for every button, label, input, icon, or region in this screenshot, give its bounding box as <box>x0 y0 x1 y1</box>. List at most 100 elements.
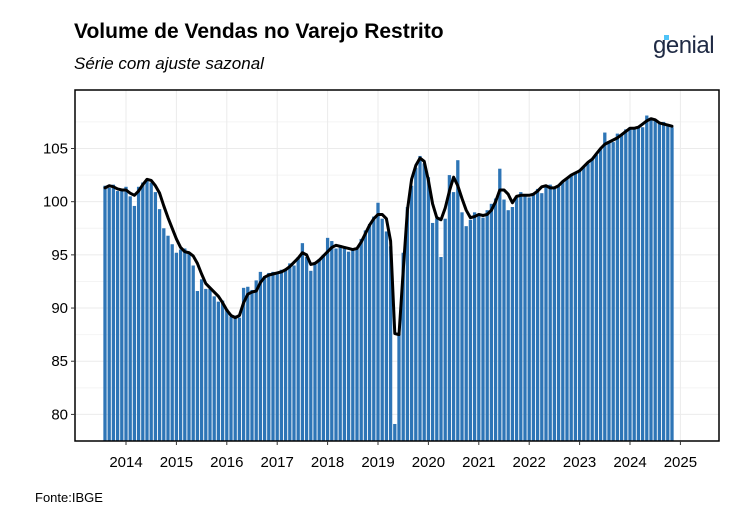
bar <box>267 272 271 441</box>
y-tick-label: 95 <box>51 247 68 264</box>
plot-border <box>74 89 720 442</box>
bar <box>178 249 183 441</box>
x-tick-label: 2017 <box>261 454 294 471</box>
bar <box>204 288 208 441</box>
bar <box>384 231 389 441</box>
bar <box>527 197 531 441</box>
bar <box>111 184 116 441</box>
bar <box>573 172 578 441</box>
bar <box>590 159 594 441</box>
bar <box>359 238 363 441</box>
bar <box>489 203 494 441</box>
bar <box>435 218 439 441</box>
bar <box>187 253 191 441</box>
bar <box>615 133 620 442</box>
bar <box>279 269 284 441</box>
bar <box>632 129 636 441</box>
x-tick-label: 2015 <box>160 454 193 471</box>
bar <box>544 185 548 441</box>
bar <box>313 264 317 441</box>
bar <box>405 207 410 441</box>
bar <box>666 125 670 441</box>
bar <box>468 219 473 441</box>
bar <box>506 210 510 441</box>
bar <box>107 187 111 441</box>
chart-subtitle: Série com ajuste sazonal <box>74 54 264 73</box>
bar <box>128 196 132 441</box>
bar <box>565 178 569 441</box>
bar <box>250 289 254 441</box>
bar <box>472 212 477 441</box>
bar <box>283 268 288 441</box>
bar <box>439 256 443 441</box>
bar <box>174 252 179 441</box>
bar <box>216 301 221 441</box>
bar <box>519 192 523 441</box>
bar <box>288 263 292 441</box>
logo-accent-icon <box>664 35 669 40</box>
bar <box>367 224 372 441</box>
bar <box>619 134 624 442</box>
bar <box>220 300 225 441</box>
bar <box>540 193 544 441</box>
bar <box>132 205 137 441</box>
bar <box>582 166 586 441</box>
bar <box>460 212 464 441</box>
bar <box>657 124 662 441</box>
bar <box>212 296 216 441</box>
axis-layer: 80 85 90 95 100 105 2014 2015 2016 2017 2018 2019 20… <box>43 141 697 472</box>
bar <box>199 279 204 441</box>
bar <box>115 191 120 441</box>
bar <box>556 186 561 441</box>
bar <box>481 217 485 441</box>
bar <box>271 271 275 441</box>
chart-title: Volume de Vendas no Varejo Restrito <box>74 20 444 43</box>
x-tick-label: 2018 <box>311 454 344 471</box>
bar <box>514 196 519 441</box>
bar <box>225 309 229 441</box>
bar <box>380 218 384 441</box>
bar <box>183 248 187 441</box>
bar <box>149 182 153 442</box>
bar <box>317 259 321 441</box>
bar <box>502 199 506 441</box>
bar <box>191 265 195 441</box>
bar <box>624 129 628 441</box>
x-tick-label: 2019 <box>361 454 394 471</box>
bar <box>338 245 342 441</box>
bar <box>451 192 456 441</box>
bar <box>498 168 502 441</box>
bar <box>447 175 452 441</box>
bar <box>325 237 330 441</box>
bar <box>430 222 435 441</box>
bar <box>464 226 468 441</box>
genial-logo: genial <box>653 30 725 64</box>
y-tick-label: 105 <box>43 141 68 158</box>
bar <box>477 214 481 441</box>
source-note: Fonte:IBGE <box>35 490 103 505</box>
bar <box>586 163 590 441</box>
bar <box>124 186 128 441</box>
bar <box>552 188 557 441</box>
bar <box>561 181 565 441</box>
bar <box>670 127 674 441</box>
bar <box>456 160 460 441</box>
x-tick-label: 2024 <box>613 454 646 471</box>
bar <box>166 235 170 441</box>
bar <box>548 184 552 441</box>
bar <box>141 182 145 442</box>
bar <box>409 185 414 441</box>
bar <box>393 423 397 441</box>
bar <box>351 249 355 441</box>
bar <box>493 198 498 441</box>
bar <box>569 175 573 441</box>
x-tick-label: 2025 <box>664 454 697 471</box>
x-tick-label: 2016 <box>210 454 243 471</box>
bar <box>611 142 615 441</box>
bar <box>296 256 300 441</box>
bar <box>153 192 158 441</box>
bar <box>376 202 380 441</box>
bar <box>309 270 313 441</box>
bar <box>653 120 657 441</box>
